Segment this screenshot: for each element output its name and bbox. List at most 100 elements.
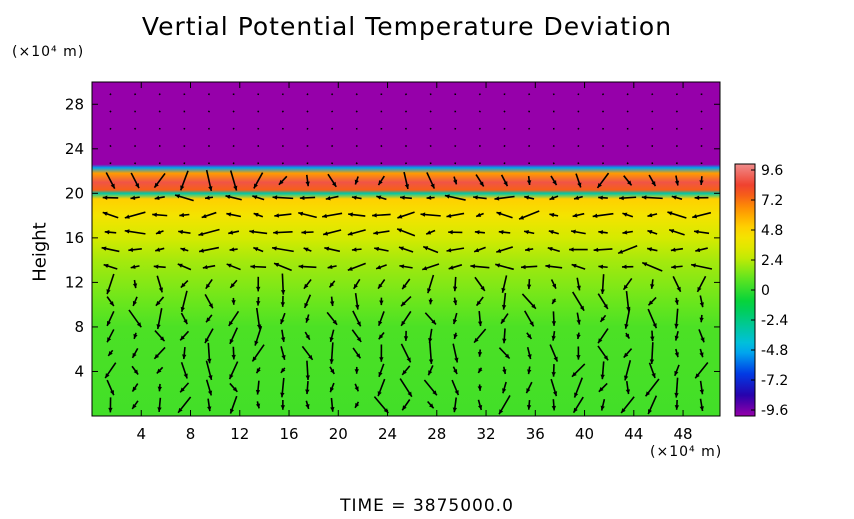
- wind-vector-head: [526, 405, 532, 410]
- wind-vector-head: [474, 230, 480, 235]
- wind-vector: [232, 127, 235, 130]
- wind-vector-head: [132, 403, 137, 409]
- colorbar-tick-label: -9.6: [761, 403, 788, 419]
- wind-vector-head: [432, 390, 437, 396]
- wind-vector: [651, 93, 654, 96]
- wind-vector-head: [135, 183, 139, 189]
- wind-vector-head: [403, 336, 409, 341]
- wind-vector: [207, 110, 211, 113]
- wind-vector-head: [280, 405, 286, 410]
- wind-vector-head: [225, 194, 231, 199]
- wind-vector-head: [452, 300, 458, 306]
- wind-vector: [183, 127, 186, 130]
- wind-vector-head: [322, 213, 327, 219]
- wind-vector: [134, 162, 137, 165]
- wind-vector-head: [329, 337, 334, 342]
- wind-vector-head: [549, 212, 555, 218]
- wind-vector-head: [204, 195, 210, 200]
- wind-vector-head: [576, 319, 581, 325]
- wind-vector-head: [252, 195, 258, 200]
- x-tick-label: 32: [476, 425, 495, 443]
- y-tick-label: 16: [65, 229, 84, 247]
- wind-vector-head: [552, 391, 558, 397]
- wind-vector-head: [303, 283, 309, 289]
- wind-vector: [109, 93, 112, 96]
- wind-vector-head: [301, 230, 307, 235]
- wind-vector-head: [577, 182, 582, 188]
- wind-vector-head: [373, 230, 379, 235]
- wind-vector-head: [428, 299, 433, 305]
- wind-vector-head: [159, 336, 165, 342]
- wind-vector-head: [208, 186, 213, 192]
- wind-vector-head: [378, 180, 383, 186]
- wind-vector-head: [552, 283, 556, 289]
- x-tick-label: 36: [526, 425, 545, 443]
- wind-vector-head: [477, 321, 483, 327]
- wind-vector: [700, 110, 703, 113]
- wind-vector-head: [280, 367, 286, 373]
- wind-vector-head: [133, 333, 138, 339]
- x-axis-unit: (×10⁴ m): [650, 444, 723, 460]
- wind-vector-head: [529, 321, 534, 327]
- wind-vector-head: [132, 352, 137, 358]
- wind-vector-head: [106, 289, 111, 295]
- wind-vector-head: [402, 284, 407, 290]
- wind-vector-head: [377, 391, 382, 397]
- wind-vector-head: [692, 214, 698, 219]
- wind-vector-head: [431, 319, 436, 325]
- wind-vector-head: [650, 284, 655, 289]
- wind-vector-head: [428, 338, 433, 343]
- x-tick-label: 24: [378, 425, 397, 443]
- wind-vector-head: [527, 354, 532, 360]
- wind-vector-head: [627, 180, 632, 186]
- wind-vector-head: [103, 263, 109, 269]
- wind-vector-head: [280, 392, 285, 398]
- wind-vector-head: [407, 391, 412, 397]
- wind-vector-head: [453, 369, 458, 375]
- wind-vector: [429, 127, 432, 130]
- wind-vector-head: [379, 300, 384, 306]
- wind-vector-head: [700, 337, 705, 343]
- wind-vector-head: [476, 212, 482, 217]
- wind-vector-head: [182, 354, 187, 360]
- wind-vector-head: [278, 179, 284, 185]
- wind-vector-head: [329, 359, 334, 364]
- wind-vector-head: [426, 230, 432, 235]
- wind-vector-head: [305, 404, 310, 409]
- wind-vector-head: [670, 247, 676, 252]
- wind-vector: [306, 127, 309, 130]
- wind-vector-head: [305, 375, 310, 380]
- wind-vector-head: [272, 246, 277, 251]
- wind-vectors: [101, 93, 713, 415]
- wind-vector: [355, 110, 358, 113]
- wind-vector-head: [671, 264, 676, 270]
- wind-vector-head: [551, 321, 557, 326]
- wind-vector-head: [228, 230, 234, 235]
- wind-vector-head: [256, 324, 262, 330]
- colorbar-ticks: 9.6 7.2 4.8 2.4 0 -2.4 -4.8 -7.2 -9.6: [751, 163, 788, 419]
- wind-vector-head: [674, 335, 679, 341]
- wind-vector-head: [576, 355, 581, 360]
- wind-vector: [626, 93, 629, 96]
- wind-vector-head: [621, 408, 626, 414]
- wind-vector-head: [576, 285, 581, 291]
- wind-vector-head: [102, 195, 108, 200]
- wind-vector: [577, 127, 580, 130]
- wind-vector-head: [699, 389, 704, 395]
- y-tick-label: 24: [65, 140, 84, 158]
- wind-vector-head: [180, 335, 185, 341]
- wind-vector-head: [474, 248, 480, 253]
- wind-vector-head: [552, 180, 557, 186]
- wind-vector-head: [331, 181, 337, 187]
- wind-vector-head: [453, 179, 458, 185]
- wind-vector-head: [676, 286, 681, 292]
- wind-vector-head: [674, 323, 679, 329]
- wind-vector-head: [650, 336, 655, 342]
- wind-vector-head: [305, 317, 310, 323]
- wind-vector-head: [124, 214, 130, 219]
- wind-vector-head: [208, 375, 213, 380]
- wind-vector-head: [175, 194, 180, 199]
- wind-vector-head: [697, 286, 702, 292]
- wind-vector-head: [526, 334, 532, 339]
- wind-vector-head: [154, 182, 159, 188]
